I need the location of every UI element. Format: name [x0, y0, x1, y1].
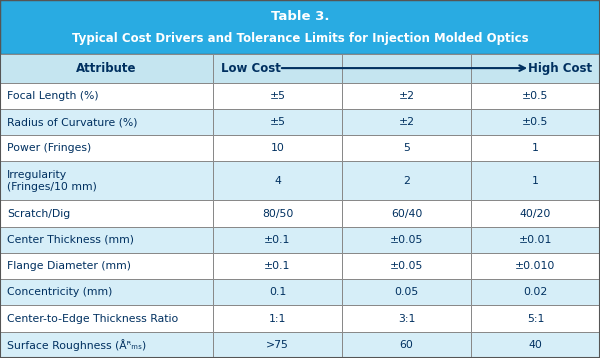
- Bar: [0, 332, 213, 358]
- Bar: [0, 109, 213, 135]
- Bar: [471, 305, 600, 332]
- Bar: [213, 135, 342, 161]
- Bar: [213, 305, 342, 332]
- Text: Table 3.: Table 3.: [271, 10, 329, 23]
- Text: 10: 10: [271, 143, 284, 153]
- Text: 5:1: 5:1: [527, 314, 544, 324]
- Text: ±0.05: ±0.05: [390, 261, 423, 271]
- Bar: [0, 253, 213, 279]
- Bar: [342, 227, 471, 253]
- Text: >75: >75: [266, 340, 289, 350]
- Text: ±2: ±2: [398, 117, 415, 127]
- Bar: [471, 227, 600, 253]
- Text: ±0.05: ±0.05: [390, 235, 423, 245]
- Text: ±5: ±5: [269, 91, 286, 101]
- Bar: [0, 135, 213, 161]
- Text: ±2: ±2: [398, 91, 415, 101]
- Text: Flange Diameter (mm): Flange Diameter (mm): [7, 261, 131, 271]
- Text: Radius of Curvature (%): Radius of Curvature (%): [7, 117, 137, 127]
- Bar: [342, 83, 471, 109]
- Text: 40: 40: [529, 340, 542, 350]
- Text: ±0.010: ±0.010: [515, 261, 556, 271]
- Text: 0.1: 0.1: [269, 287, 286, 297]
- Bar: [0, 161, 213, 200]
- Text: ±0.5: ±0.5: [523, 117, 548, 127]
- Bar: [342, 200, 471, 227]
- Bar: [471, 279, 600, 305]
- Bar: [342, 332, 471, 358]
- Bar: [0, 53, 213, 83]
- Bar: [0, 0, 600, 53]
- Bar: [0, 200, 213, 227]
- Bar: [213, 83, 342, 109]
- Text: ±5: ±5: [269, 117, 286, 127]
- Bar: [471, 83, 600, 109]
- Bar: [342, 135, 471, 161]
- Bar: [471, 200, 600, 227]
- Text: Concentricity (mm): Concentricity (mm): [7, 287, 112, 297]
- Text: Low Cost: Low Cost: [221, 62, 281, 74]
- Bar: [342, 279, 471, 305]
- Bar: [213, 109, 342, 135]
- Bar: [342, 161, 471, 200]
- Text: 60/40: 60/40: [391, 209, 422, 218]
- Text: ±0.01: ±0.01: [519, 235, 552, 245]
- Text: 5: 5: [403, 143, 410, 153]
- Text: 0.05: 0.05: [394, 287, 419, 297]
- Text: 1: 1: [532, 176, 539, 186]
- Bar: [213, 332, 342, 358]
- Bar: [0, 279, 213, 305]
- Bar: [0, 305, 213, 332]
- Text: Focal Length (%): Focal Length (%): [7, 91, 98, 101]
- Text: 4: 4: [274, 176, 281, 186]
- Text: ±0.1: ±0.1: [265, 261, 290, 271]
- Bar: [0, 83, 213, 109]
- Bar: [342, 305, 471, 332]
- Bar: [213, 200, 342, 227]
- Bar: [0, 227, 213, 253]
- Bar: [471, 109, 600, 135]
- Text: Scratch/Dig: Scratch/Dig: [7, 209, 70, 218]
- Text: Surface Roughness (Åᴿₘₛ): Surface Roughness (Åᴿₘₛ): [7, 339, 146, 351]
- Bar: [471, 253, 600, 279]
- Bar: [471, 161, 600, 200]
- Text: 60: 60: [400, 340, 413, 350]
- Text: 1:1: 1:1: [269, 314, 286, 324]
- Text: Center-to-Edge Thickness Ratio: Center-to-Edge Thickness Ratio: [7, 314, 178, 324]
- Text: 2: 2: [403, 176, 410, 186]
- Text: 40/20: 40/20: [520, 209, 551, 218]
- Bar: [213, 161, 342, 200]
- Text: ±0.1: ±0.1: [265, 235, 290, 245]
- Bar: [213, 253, 342, 279]
- Text: ±0.5: ±0.5: [523, 91, 548, 101]
- Text: 80/50: 80/50: [262, 209, 293, 218]
- Bar: [342, 109, 471, 135]
- Bar: [213, 53, 600, 83]
- Text: 1: 1: [532, 143, 539, 153]
- Text: Typical Cost Drivers and Tolerance Limits for Injection Molded Optics: Typical Cost Drivers and Tolerance Limit…: [71, 32, 529, 45]
- Text: Center Thickness (mm): Center Thickness (mm): [7, 235, 134, 245]
- Text: 0.02: 0.02: [523, 287, 548, 297]
- Bar: [342, 253, 471, 279]
- Text: 3:1: 3:1: [398, 314, 415, 324]
- Bar: [213, 279, 342, 305]
- Bar: [213, 227, 342, 253]
- Text: High Cost: High Cost: [528, 62, 592, 74]
- Text: Irregularity
(Fringes/10 mm): Irregularity (Fringes/10 mm): [7, 170, 97, 192]
- Bar: [471, 332, 600, 358]
- Text: Attribute: Attribute: [76, 62, 137, 74]
- Text: Power (Fringes): Power (Fringes): [7, 143, 91, 153]
- Bar: [471, 135, 600, 161]
